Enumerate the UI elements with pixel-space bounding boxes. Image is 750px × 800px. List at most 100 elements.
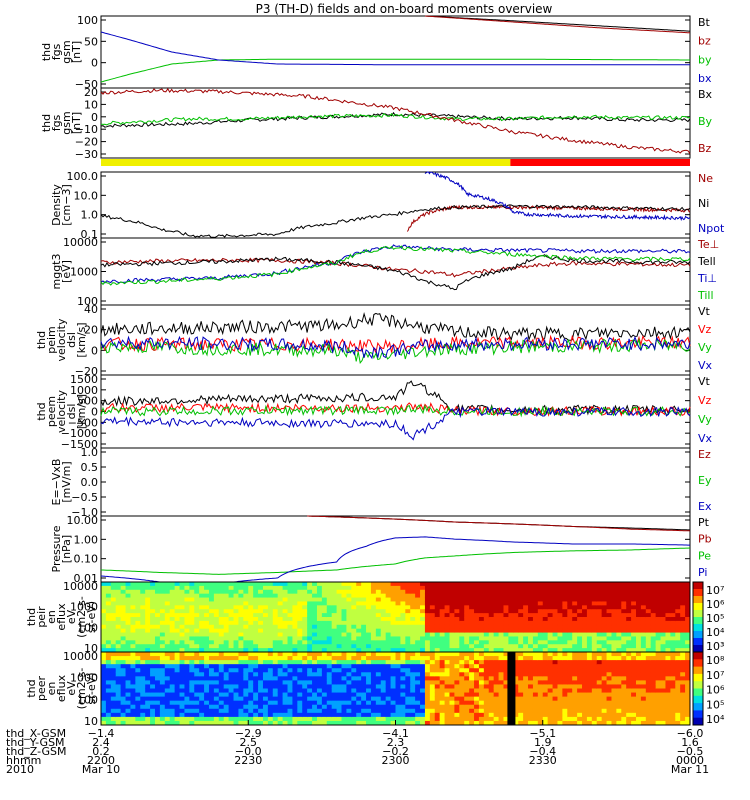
spectrogram-cell (356, 628, 362, 634)
spectrogram-cell (449, 700, 455, 706)
spectrogram-cell (228, 620, 235, 626)
spectrogram-cell (567, 624, 573, 630)
spectrogram-cell (493, 720, 500, 726)
spectrogram-cell (346, 692, 352, 698)
spectrogram-cell (346, 668, 352, 673)
spectrogram-cell (508, 617, 514, 622)
spectrogram-cell (429, 704, 436, 710)
spectrogram-cell (665, 597, 671, 602)
spectrogram-cell (577, 601, 583, 606)
spectrogram-cell (366, 640, 372, 645)
spectrogram-cell (326, 692, 333, 698)
spectrogram-cell (351, 676, 357, 681)
spectrogram-cell (591, 624, 598, 630)
spectrogram-cell (532, 660, 539, 665)
spectrogram-cell (596, 692, 603, 698)
spectrogram-cell (547, 628, 554, 634)
spectrogram-cell (410, 582, 416, 587)
spectrogram-cell (537, 613, 544, 618)
spectrogram-cell (140, 585, 146, 591)
spectrogram-cell (464, 628, 470, 634)
spectrogram-cell (503, 652, 509, 657)
spectrogram-cell (483, 609, 490, 614)
spectrogram-cell (356, 716, 362, 722)
spectrogram-cell (321, 613, 328, 618)
spectrogram-cell (277, 640, 284, 645)
spectrogram-cell (174, 676, 181, 681)
spectrogram-cell (439, 684, 446, 689)
spectrogram-cell (591, 696, 598, 702)
spectrogram-cell (312, 708, 318, 714)
spectrogram-cell (194, 617, 200, 622)
spectrogram-cell (542, 593, 549, 599)
spectrogram-cell (194, 680, 200, 685)
spectrogram-cell (262, 613, 269, 618)
spectrogram-cell (248, 676, 254, 681)
spectrogram-cell (292, 632, 298, 637)
spectrogram-cell (547, 716, 554, 722)
spectrogram-cell (552, 664, 558, 669)
spectrogram-cell (616, 632, 622, 637)
spectrogram-cell (189, 628, 195, 634)
spectrogram-cell (351, 593, 357, 599)
spectrogram-cell (218, 582, 225, 587)
spectrogram-cell (532, 640, 539, 645)
spectrogram-cell (400, 668, 406, 673)
spectrogram-cell (503, 636, 509, 641)
spectrogram-cell (616, 672, 622, 677)
spectrogram-cell (179, 605, 185, 610)
spectrogram-cell (518, 609, 524, 614)
spectrogram-cell (101, 585, 107, 591)
spectrogram-cell (174, 640, 181, 645)
spectrogram-cell (179, 589, 185, 595)
spectrogram-cell (503, 628, 509, 634)
spectrogram-cell (518, 593, 524, 599)
spectrogram-cell (366, 680, 372, 685)
spectrogram-cell (164, 632, 171, 637)
colorbar-swatch (693, 624, 703, 632)
spectrogram-cell (562, 676, 568, 681)
spectrogram-cell (223, 716, 230, 722)
spectrogram-cell (474, 692, 480, 698)
spectrogram-cell (640, 640, 647, 645)
spectrogram-cell (685, 700, 691, 706)
spectrogram-cell (582, 672, 588, 677)
legend-entry: Till (697, 289, 714, 302)
spectrogram-cell (552, 605, 558, 610)
spectrogram-cell (361, 605, 367, 610)
spectrogram-cell (199, 644, 205, 649)
spectrogram-cell (375, 684, 382, 689)
spectrogram-cell (493, 593, 500, 599)
spectrogram-cell (420, 620, 426, 626)
spectrogram-cell (655, 660, 662, 665)
spectrogram-cell (213, 585, 220, 591)
spectrogram-cell (596, 664, 603, 669)
spectrogram-cell (410, 620, 416, 626)
spectrogram-cell (631, 716, 637, 722)
spectrogram-cell (184, 644, 190, 649)
spectrogram-cell (478, 692, 485, 698)
spectrogram-cell (439, 620, 446, 626)
spectrogram-cell (680, 668, 686, 673)
spectrogram-cell (532, 582, 539, 587)
spectrogram-cell (331, 617, 338, 622)
series-line-bz (424, 15, 690, 34)
spectrogram-cell (498, 597, 504, 602)
spectrogram-cell (218, 640, 225, 645)
spectrogram-cell (184, 597, 190, 602)
spectrogram-cell (621, 656, 627, 661)
spectrogram-cell (326, 632, 333, 637)
spectrogram-cell (184, 656, 190, 661)
spectrogram-cell (601, 688, 608, 694)
spectrogram-cell (528, 664, 534, 669)
spectrogram-cell (326, 672, 333, 677)
spectrogram-cell (262, 660, 269, 665)
spectrogram-cell (150, 593, 156, 599)
spectrogram-cell (341, 720, 347, 726)
spectrogram-cell (631, 624, 637, 630)
spectrogram-cell (478, 688, 485, 694)
spectrogram-cell (508, 620, 514, 626)
spectrogram-cell (336, 692, 343, 698)
spectrogram-cell (356, 704, 362, 710)
